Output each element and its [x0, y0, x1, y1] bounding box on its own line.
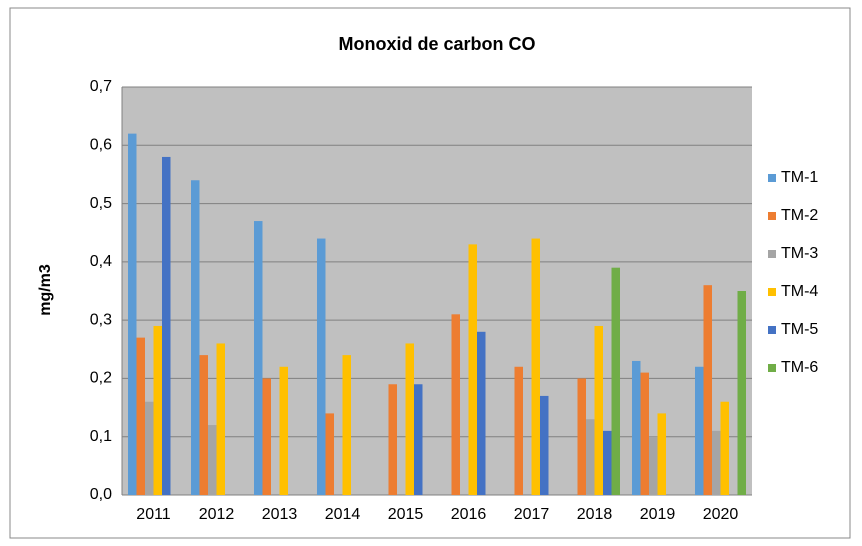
bar [325, 413, 334, 495]
bar [611, 267, 620, 495]
legend-swatch [768, 288, 776, 296]
bar [737, 291, 746, 495]
bar [451, 314, 460, 495]
bar [712, 430, 721, 495]
y-tick-label: 0,4 [90, 253, 112, 270]
legend-swatch [768, 364, 776, 372]
bar [254, 221, 263, 496]
bar [477, 331, 486, 495]
y-tick-label: 0,7 [90, 78, 112, 95]
y-tick-label: 0,1 [90, 428, 112, 445]
legend-label: TM-1 [781, 169, 818, 186]
legend-label: TM-6 [781, 359, 818, 376]
y-tick-label: 0,5 [90, 195, 112, 212]
x-tick-label: 2014 [325, 506, 361, 523]
bar [342, 355, 351, 495]
bar [199, 355, 208, 495]
bar [720, 401, 729, 495]
bar [586, 419, 595, 495]
bar [632, 360, 641, 495]
x-tick-label: 2020 [703, 506, 739, 523]
bar [191, 180, 200, 495]
bar [162, 156, 171, 495]
bar [603, 430, 612, 495]
legend-label: TM-5 [781, 321, 818, 338]
bar [414, 384, 423, 495]
x-tick-label: 2016 [451, 506, 487, 523]
bar [145, 401, 154, 495]
bar [657, 413, 666, 495]
legend-swatch [768, 326, 776, 334]
y-axis-label: mg/m3 [37, 264, 54, 316]
bar [279, 366, 288, 495]
bar [514, 366, 523, 495]
bar [577, 378, 586, 495]
legend-label: TM-3 [781, 245, 818, 262]
bar [153, 325, 162, 495]
y-tick-label: 0,2 [90, 370, 112, 387]
bar [216, 343, 225, 495]
bar [136, 337, 145, 495]
x-tick-label: 2017 [514, 506, 550, 523]
bar [531, 238, 540, 496]
x-tick-label: 2012 [199, 506, 235, 523]
bar [208, 425, 217, 495]
y-tick-label: 0,0 [90, 486, 112, 503]
bar [695, 366, 704, 495]
chart-title: Monoxid de carbon CO [338, 34, 535, 54]
legend-label: TM-2 [781, 207, 818, 224]
legend-swatch [768, 174, 776, 182]
y-tick-label: 0,3 [90, 311, 112, 328]
y-tick-label: 0,6 [90, 137, 112, 154]
x-tick-label: 2019 [640, 506, 676, 523]
bar [128, 133, 137, 495]
x-tick-label: 2015 [388, 506, 424, 523]
bar [540, 395, 549, 495]
x-tick-label: 2013 [262, 506, 298, 523]
legend-label: TM-4 [781, 283, 818, 300]
bar [262, 378, 271, 495]
bar [317, 238, 326, 496]
bar [594, 325, 603, 495]
legend-swatch [768, 212, 776, 220]
bar [405, 343, 414, 495]
x-tick-label: 2011 [136, 506, 171, 523]
x-tick-label: 2018 [577, 506, 613, 523]
bar [388, 384, 397, 495]
bar [649, 436, 658, 495]
bar [468, 244, 477, 495]
bar [640, 372, 649, 495]
legend-swatch [768, 250, 776, 258]
bar [703, 285, 712, 495]
